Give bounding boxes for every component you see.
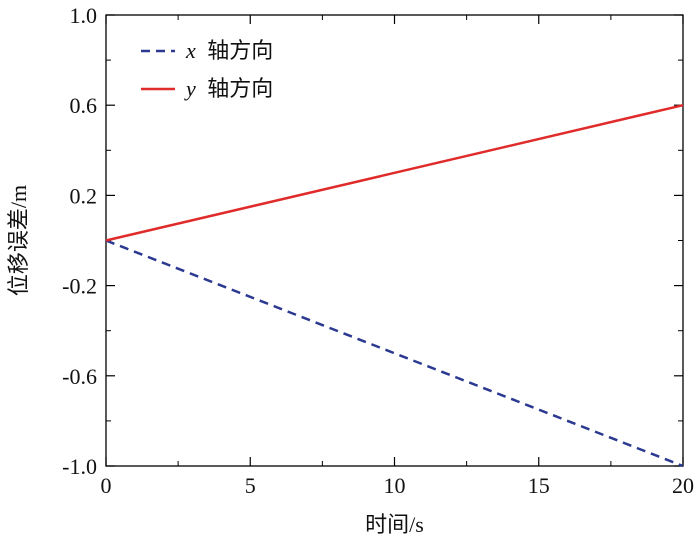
y-tick-label: -0.2 [62,274,97,299]
series-lines [105,103,684,468]
x-axis-title: 时间/s [365,512,424,537]
y-tick-label: -0.6 [62,364,97,389]
y-tick-label: 1.0 [70,3,98,28]
ticks [105,14,684,467]
series-line-y [105,103,684,242]
y-tick-label: -1.0 [62,454,97,479]
x-tick-label: 10 [384,473,406,498]
x-tick-label: 15 [528,473,550,498]
x-tick-label: 20 [672,473,694,498]
y-tick-label: 0.6 [70,93,98,118]
legend-item-x: x 轴方向 [141,38,273,63]
y-tick-label: 0.2 [70,183,98,208]
y-axis-title: 位移误差/m [6,185,31,296]
legend-label-y: y 轴方向 [184,76,273,101]
x-tick-label: 5 [245,473,256,498]
tick-labels: 0 5 10 15 20 -1.0 -0.6 -0.2 0.2 0.6 1.0 [62,3,694,498]
x-tick-label: 0 [101,473,112,498]
series-line-x [105,239,684,468]
legend-label-x: x 轴方向 [185,38,273,63]
legend-item-y: y 轴方向 [141,76,273,101]
legend: x 轴方向 y 轴方向 [141,38,273,101]
